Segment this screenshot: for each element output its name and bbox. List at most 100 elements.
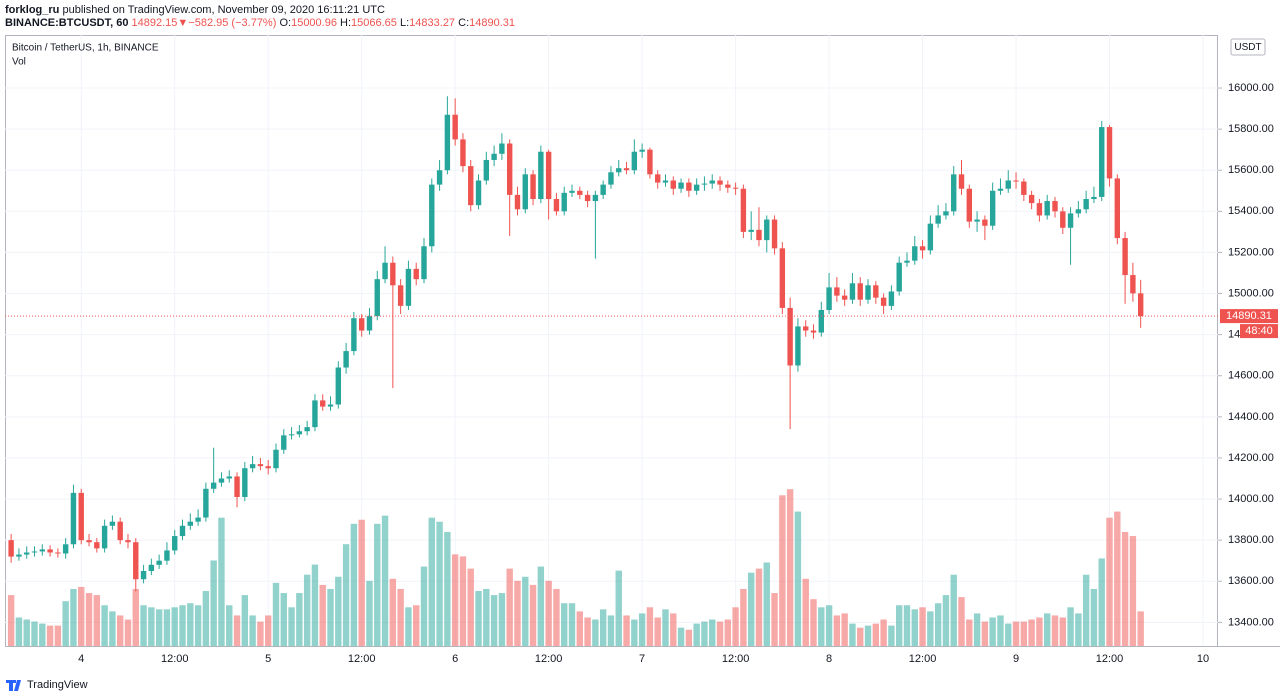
candle-body	[919, 246, 926, 251]
y-tick-label: 15200.00	[1228, 246, 1274, 258]
candle-body	[1044, 201, 1050, 216]
volume-bar	[615, 570, 622, 646]
candle-body	[374, 279, 380, 317]
candle-body	[382, 262, 388, 280]
volume-bar	[506, 568, 513, 646]
volume-bar	[1044, 613, 1051, 646]
volume-layer	[7, 489, 1144, 646]
x-tick-label: 4	[78, 653, 84, 665]
volume-bar	[381, 515, 389, 646]
candle-body	[545, 151, 552, 200]
candle-body	[390, 262, 396, 286]
volume-bar	[23, 619, 30, 646]
candle-body	[1028, 194, 1035, 204]
candle-body	[203, 488, 209, 518]
volume-bar	[272, 582, 280, 646]
volume-bar	[288, 607, 295, 646]
volume-bar	[747, 572, 755, 646]
volume-bar	[475, 591, 482, 646]
candle-body	[195, 517, 201, 522]
candle-body	[1106, 127, 1113, 179]
candle-body	[608, 172, 614, 185]
volume-bar	[202, 591, 210, 646]
x-tick-label: 12:00	[348, 653, 376, 665]
candle-body	[483, 159, 490, 181]
candle-body	[62, 544, 69, 554]
volume-bar	[934, 603, 942, 646]
candle-body	[779, 248, 786, 308]
volume-bar	[841, 613, 848, 646]
candle-body	[756, 229, 762, 241]
volume-bar	[662, 609, 669, 646]
volume-bar	[545, 580, 552, 646]
c-value: 14890.31	[469, 17, 516, 29]
candle-body	[39, 549, 45, 552]
currency-box[interactable]	[1230, 38, 1266, 56]
volume-bar	[514, 580, 521, 646]
volume-bar	[638, 613, 646, 646]
volume-bar	[623, 615, 630, 646]
volume-bar	[599, 609, 607, 646]
arrow: ▼	[177, 17, 189, 29]
candle-body	[288, 434, 295, 436]
volume-bar	[802, 578, 809, 646]
candle-body	[951, 174, 957, 212]
candle-body	[1091, 196, 1097, 200]
volume-bar	[54, 625, 62, 646]
volume-bar	[584, 617, 591, 646]
candle-body	[1060, 211, 1066, 228]
x-tick-label: 9	[1013, 653, 1019, 665]
y-tick-label: 14400.00	[1228, 411, 1274, 423]
volume-bar	[1012, 621, 1020, 646]
candle-body	[148, 564, 155, 571]
volume-bar	[62, 601, 69, 646]
candle-body	[234, 476, 240, 498]
x-tick-label: 12:00	[535, 653, 563, 665]
x-tick-label: 12:00	[1096, 653, 1124, 665]
candle-body	[631, 151, 638, 171]
candle-body	[655, 174, 661, 183]
volume-bar	[1114, 511, 1121, 646]
volume-bar	[942, 595, 950, 646]
candle-body	[405, 268, 412, 306]
candle-body	[281, 435, 287, 450]
candle-body	[1137, 293, 1144, 317]
volume-bar	[194, 605, 202, 646]
x-tick-label: 12:00	[161, 653, 189, 665]
h-label: H:	[340, 17, 352, 29]
candle-body	[499, 143, 505, 154]
candle-body	[841, 295, 848, 300]
o-value: 15000.96	[291, 17, 337, 29]
candle-body	[693, 184, 700, 191]
price: 14892.15	[131, 17, 178, 29]
volume-bar	[78, 586, 85, 646]
volume-bar	[864, 625, 872, 646]
volume-bar	[249, 615, 256, 646]
header: forklog_ru published on TradingView.com,…	[5, 4, 515, 30]
volume-bar	[1098, 558, 1105, 646]
candle-body	[1083, 199, 1089, 210]
currency[interactable]: USDT	[1234, 42, 1261, 53]
volume-bar	[537, 566, 545, 646]
candle-body	[24, 552, 30, 555]
volume-bar	[1075, 613, 1082, 646]
candle-body	[312, 400, 318, 428]
volume-bar	[849, 623, 856, 646]
candle-body	[639, 149, 645, 152]
candle-body	[1021, 181, 1027, 195]
candle-body	[880, 297, 887, 306]
candle-body	[86, 540, 92, 543]
publisher[interactable]: forklog_ru	[5, 4, 60, 16]
h-value: 15066.65	[351, 17, 397, 29]
volume-bar	[685, 629, 693, 646]
candle-body	[553, 199, 560, 212]
candle-body	[904, 260, 910, 263]
volume-bar	[1005, 623, 1012, 646]
candle-body	[732, 187, 739, 189]
volume-bar	[966, 619, 973, 646]
volume-bar	[296, 593, 303, 646]
volume-bar	[280, 593, 287, 646]
volume-bar	[981, 621, 989, 646]
candle-body	[249, 464, 256, 469]
